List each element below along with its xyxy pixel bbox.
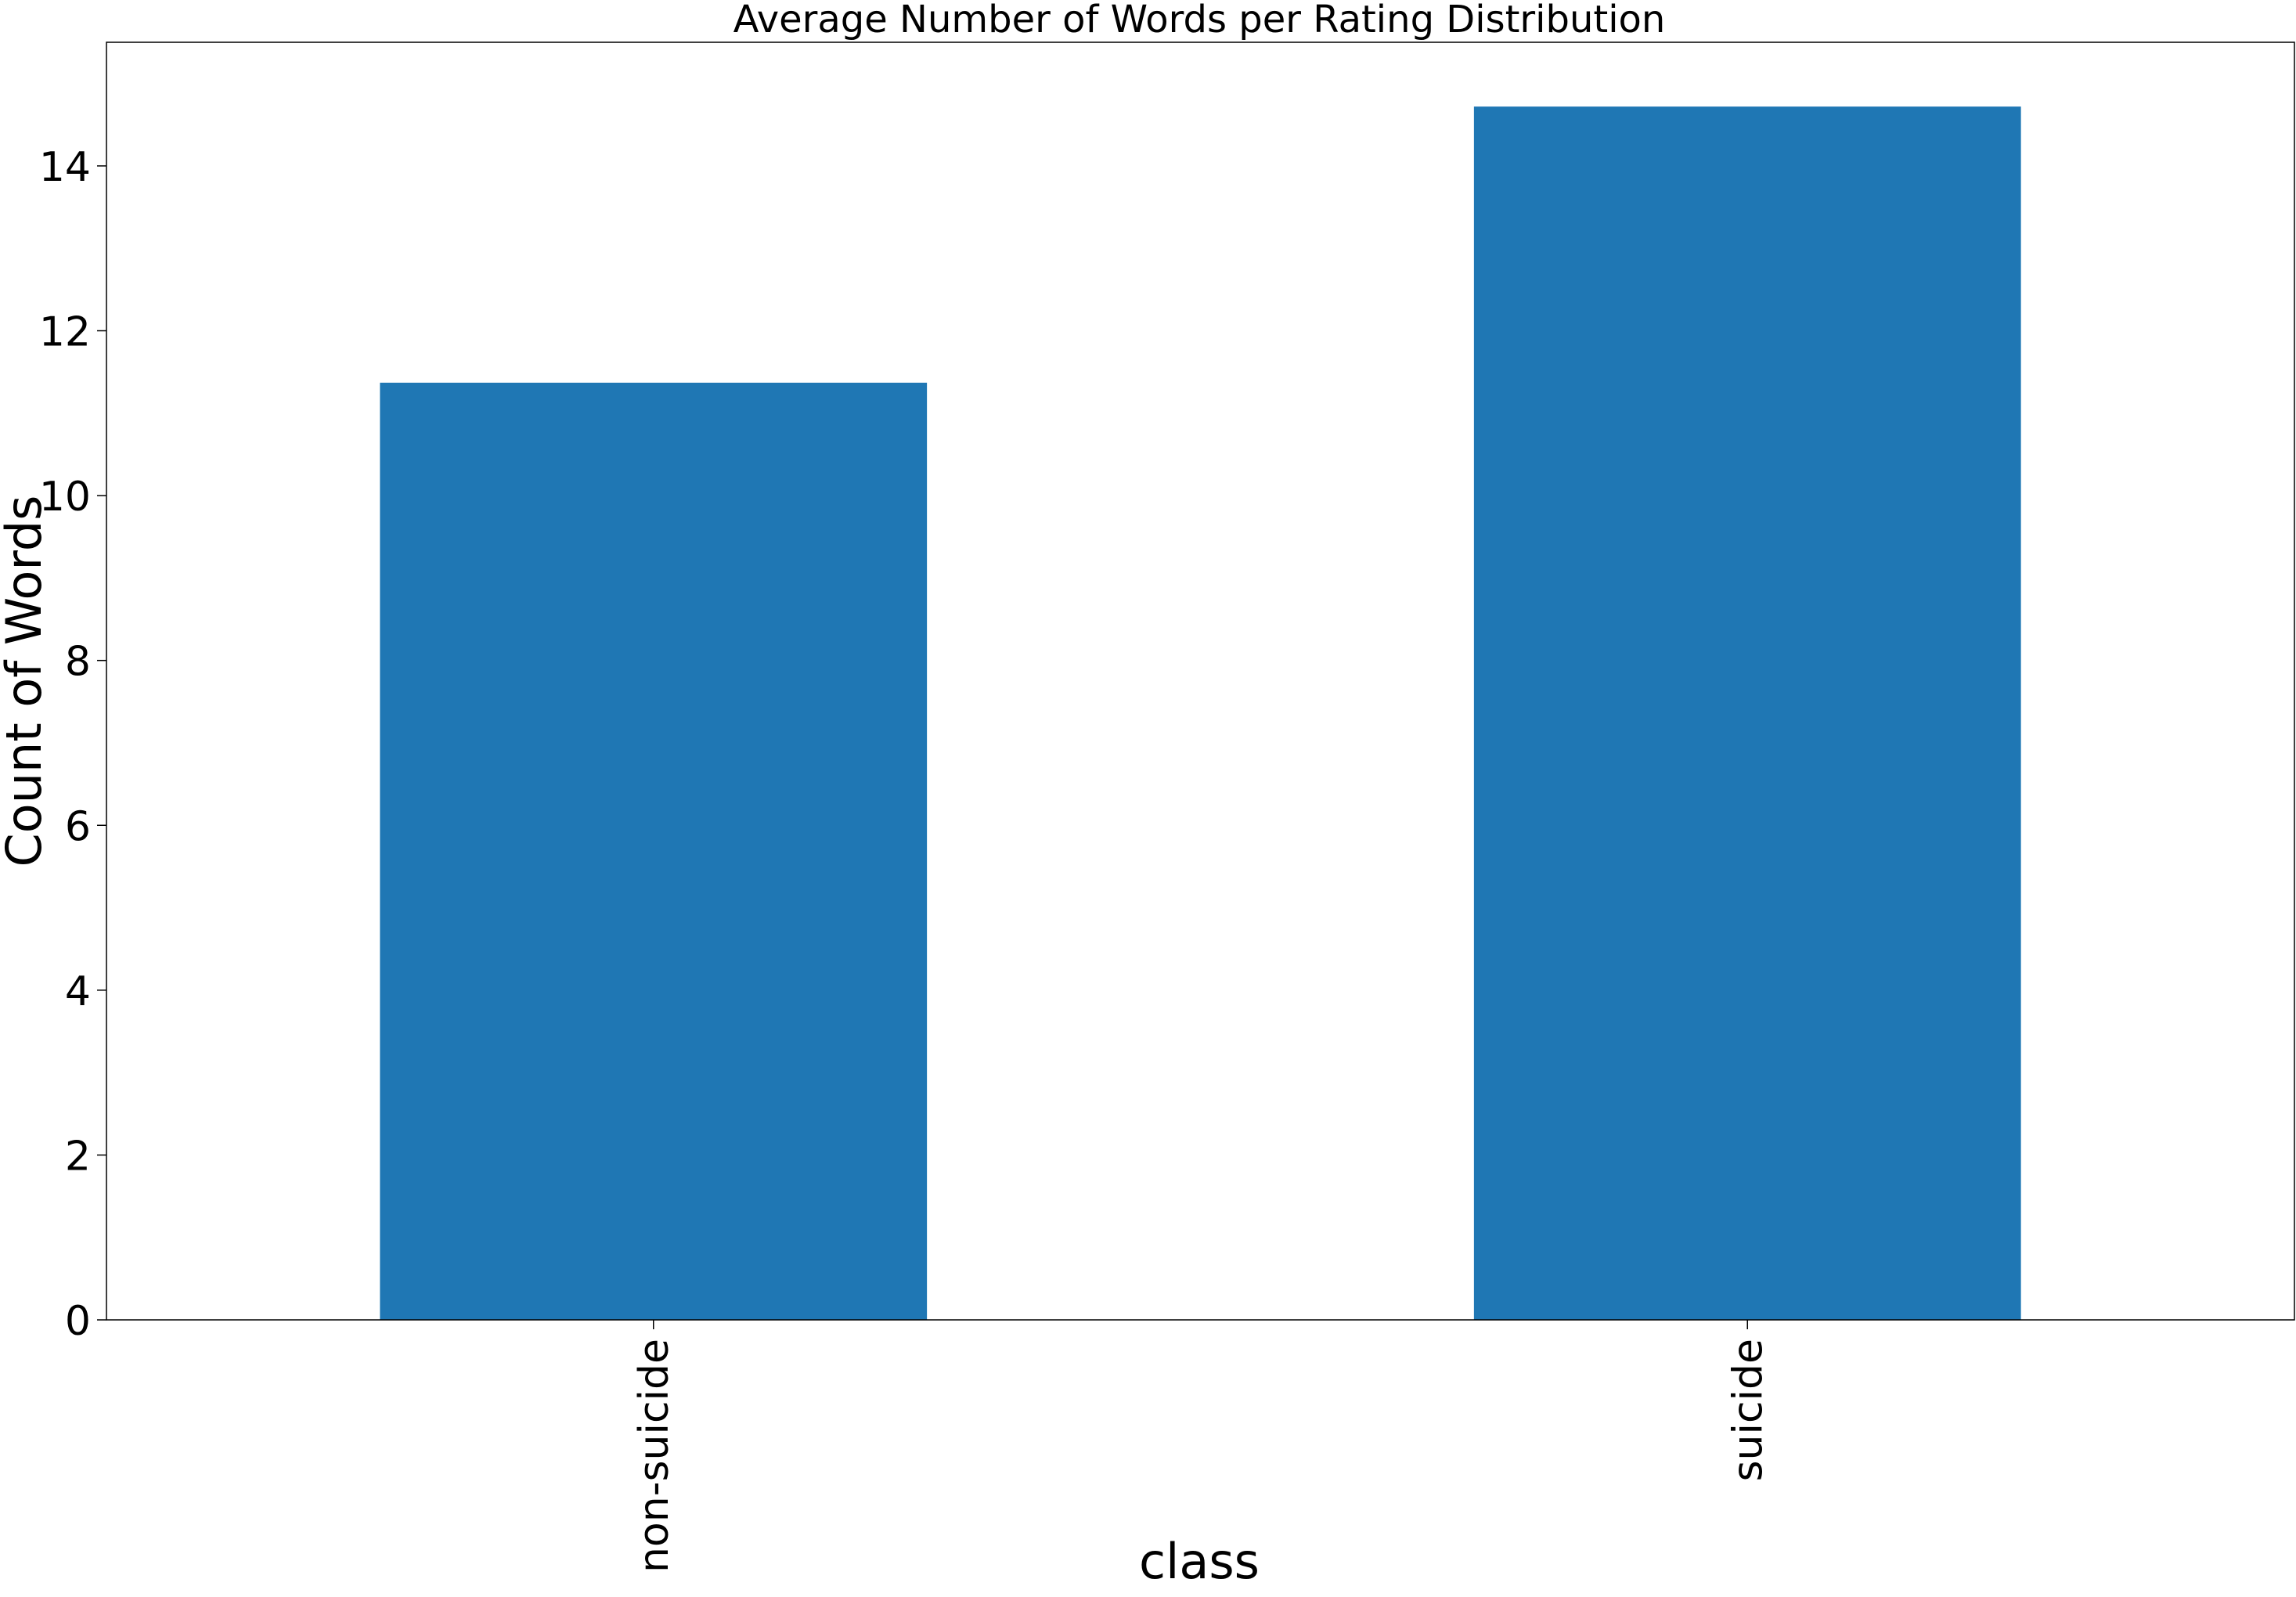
y-tick-label: 2 bbox=[65, 1133, 91, 1180]
y-tick-label: 10 bbox=[39, 474, 91, 521]
x-tick-label: suicide bbox=[1725, 1339, 1772, 1482]
bar-suicide bbox=[1473, 106, 2021, 1320]
bar-non-suicide bbox=[380, 382, 928, 1321]
y-tick-label: 0 bbox=[65, 1298, 91, 1345]
plot-frame bbox=[106, 41, 2295, 1321]
plot-area bbox=[380, 106, 2021, 1321]
y-tick-label: 12 bbox=[39, 309, 91, 356]
chart-title: Average Number of Words per Rating Distr… bbox=[733, 0, 1666, 41]
axes: 0 2 4 6 8 10 12 14 non-suicide suicide bbox=[39, 144, 1772, 1573]
y-tick-label: 14 bbox=[39, 144, 91, 191]
y-tick-label: 6 bbox=[65, 803, 91, 850]
x-axis-label: class bbox=[1139, 1533, 1260, 1590]
y-axis-label: Count of Words bbox=[0, 496, 52, 867]
x-tick-label: non-suicide bbox=[631, 1339, 678, 1573]
y-tick-label: 8 bbox=[65, 639, 91, 686]
y-tick-label: 4 bbox=[65, 968, 91, 1015]
